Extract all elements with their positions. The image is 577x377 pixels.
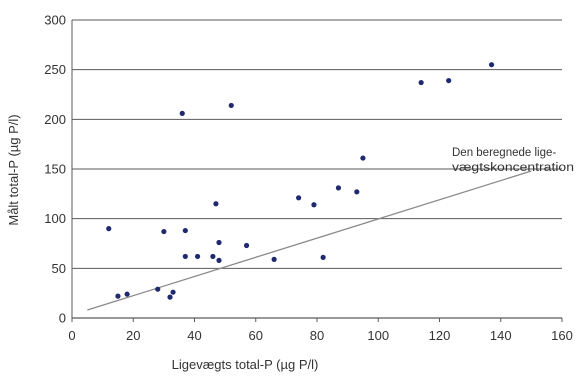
data-point-3 xyxy=(124,291,130,297)
data-point-2 xyxy=(115,293,121,299)
x-tick-label-160: 160 xyxy=(551,328,573,343)
y-tick-label-250: 250 xyxy=(44,62,66,77)
data-point-27 xyxy=(488,62,495,68)
data-point-25 xyxy=(418,79,424,86)
data-point-4 xyxy=(155,286,161,292)
x-tick-label-20: 20 xyxy=(126,328,140,343)
x-tick-label-120: 120 xyxy=(429,328,451,343)
data-point-17 xyxy=(243,242,250,249)
y-tick-label-50: 50 xyxy=(52,261,66,276)
data-point-18 xyxy=(271,256,277,262)
y-tick-label-300: 300 xyxy=(44,13,66,28)
data-point-20 xyxy=(311,202,317,208)
data-point-13 xyxy=(213,201,219,207)
x-tick-label-40: 40 xyxy=(187,328,201,343)
data-point-1 xyxy=(106,226,112,232)
x-axis-label: Ligevægts total-P (µg P/l) xyxy=(172,357,319,372)
data-point-23 xyxy=(354,189,360,195)
reference-line-label-2: vægtskoncentration xyxy=(452,162,574,174)
y-axis-ticks: 0 50 100 150 200 250 300 xyxy=(44,13,66,326)
data-point-21 xyxy=(320,254,326,261)
x-tick-label-140: 140 xyxy=(490,328,512,343)
data-point-9 xyxy=(182,227,188,234)
data-point-5 xyxy=(161,228,167,235)
data-point-22 xyxy=(335,185,342,191)
data-point-11 xyxy=(194,253,201,260)
data-point-26 xyxy=(446,77,452,84)
reference-line xyxy=(87,170,532,311)
y-tick-label-150: 150 xyxy=(44,162,66,177)
y-tick-label-100: 100 xyxy=(44,211,66,226)
x-axis-ticks: 0 20 40 60 80 100 120 140 160 xyxy=(68,318,573,343)
data-point-15 xyxy=(216,257,222,263)
data-point-10 xyxy=(182,253,188,260)
x-tick-label-60: 60 xyxy=(249,328,263,343)
data-point-7 xyxy=(170,289,176,295)
data-point-16 xyxy=(228,102,234,109)
data-point-14 xyxy=(216,239,222,246)
gridlines xyxy=(71,19,562,319)
x-tick-label-0: 0 xyxy=(68,328,75,343)
x-tick-label-100: 100 xyxy=(367,328,389,343)
data-point-24 xyxy=(360,155,366,161)
reference-line-label-1: Den beregnede lige- xyxy=(452,147,556,159)
y-tick-label-200: 200 xyxy=(44,112,66,127)
x-tick-label-80: 80 xyxy=(310,328,324,343)
data-point-8 xyxy=(179,110,185,116)
data-point-6 xyxy=(167,294,173,300)
y-tick-label-0: 0 xyxy=(59,311,66,326)
data-points xyxy=(106,62,495,300)
y-axis-label: Målt total-P (µg P/l) xyxy=(6,114,21,225)
data-point-12 xyxy=(210,253,216,260)
data-point-19 xyxy=(296,195,302,201)
